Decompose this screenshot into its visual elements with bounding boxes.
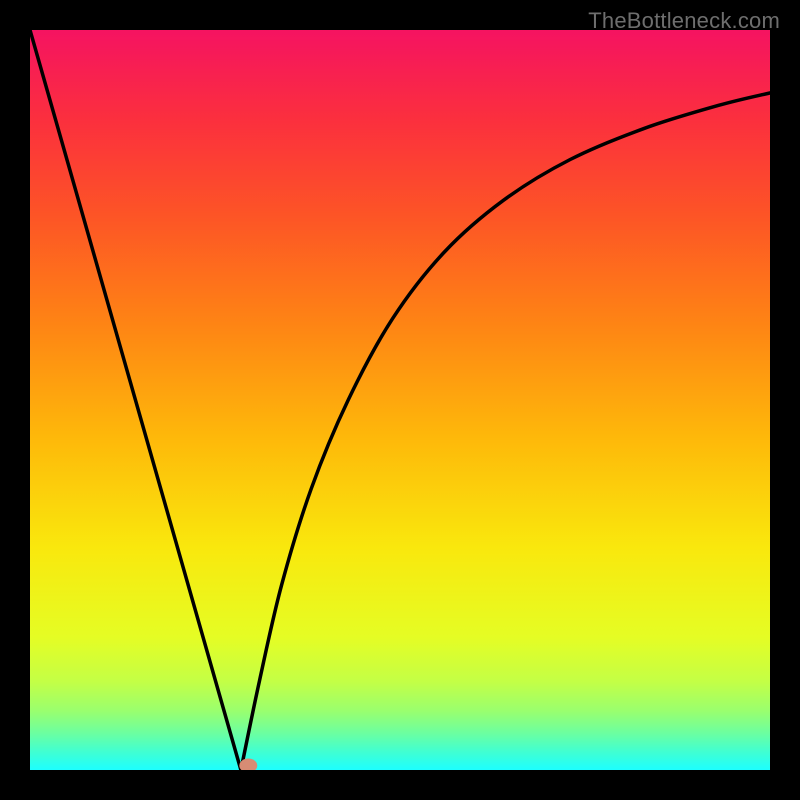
gradient-background <box>30 30 770 770</box>
chart-frame: TheBottleneck.com <box>0 0 800 800</box>
plot-area <box>30 30 770 770</box>
chart-svg <box>30 30 770 770</box>
